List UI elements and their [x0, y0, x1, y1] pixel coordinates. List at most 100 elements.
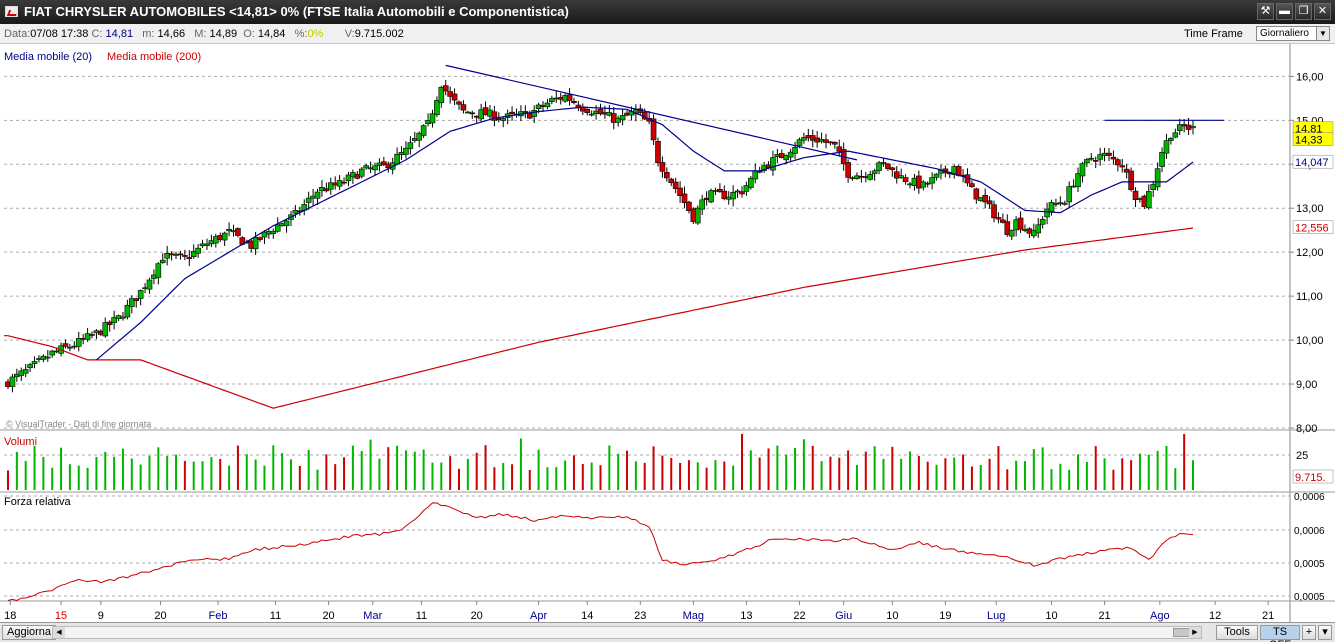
candle-body: [226, 228, 232, 232]
scroll-right-icon[interactable]: ▶: [1189, 627, 1201, 638]
volume-value: 9.715.002: [354, 28, 404, 40]
close-button[interactable]: ✕: [1314, 3, 1331, 20]
candle-body: [363, 165, 369, 169]
rs-tick-label: 0,0005: [1294, 559, 1325, 570]
candle-body: [721, 190, 728, 200]
x-tick-label: Mag: [683, 610, 704, 622]
candle-body: [451, 93, 458, 101]
x-tick-label: Mar: [363, 610, 382, 622]
candle-body: [902, 177, 909, 182]
candle-body: [460, 104, 467, 111]
candle-body: [345, 174, 352, 182]
x-tick-label: 15: [55, 610, 67, 622]
candle-body: [1168, 138, 1174, 141]
candle-body: [129, 298, 135, 307]
rs-tick-label: 0,0006: [1294, 526, 1325, 537]
watermark: © VisualTrader - Dati di fine giornata: [6, 419, 151, 429]
ts-toggle-button[interactable]: TS OFF: [1260, 625, 1300, 642]
candle-body: [1128, 170, 1134, 190]
candle-body: [650, 118, 657, 141]
last-low-label: 14,33: [1295, 135, 1323, 147]
candle-body: [694, 207, 701, 224]
scroll-left-icon[interactable]: ◀: [53, 627, 65, 638]
candle-body: [845, 162, 851, 178]
candle-body: [137, 290, 144, 299]
candle-body: [566, 94, 573, 101]
candle-body: [734, 190, 741, 193]
chart-area[interactable]: 16,0015,0014,0013,0012,0011,0010,009,008…: [0, 44, 1335, 622]
candle-body: [1145, 191, 1152, 209]
x-tick-label: 22: [793, 610, 805, 622]
maximize-button[interactable]: ❐: [1295, 3, 1312, 20]
candle-body: [681, 193, 688, 204]
x-tick-label: 12: [1209, 610, 1221, 622]
menu-chevron-icon[interactable]: ▾: [1318, 625, 1332, 640]
candle-body: [394, 153, 400, 165]
candle-body: [186, 257, 193, 259]
min-value: 14,66: [157, 28, 186, 40]
candle-body: [420, 125, 427, 136]
candle-body: [920, 181, 927, 188]
candle-body: [1048, 202, 1055, 212]
candle-body: [146, 279, 153, 290]
min-label: m:: [142, 28, 155, 40]
pct-value: 0%: [307, 28, 324, 40]
candle-body: [743, 185, 750, 192]
candle-body: [1115, 159, 1121, 166]
price-chart[interactable]: 16,0015,0014,0013,0012,0011,0010,009,008…: [0, 44, 1335, 622]
candle-body: [221, 232, 228, 241]
candle-body: [1119, 165, 1126, 168]
candle-body: [49, 350, 56, 356]
candle-body: [274, 224, 281, 232]
tools-button[interactable]: Tools: [1216, 625, 1258, 640]
refresh-button[interactable]: Aggiorna: [2, 625, 57, 640]
candle-body: [75, 338, 82, 347]
x-tick-label: 18: [4, 610, 16, 622]
candle-body: [27, 364, 33, 369]
candle-body: [257, 237, 263, 240]
candle-body: [106, 321, 113, 325]
candle-body: [801, 137, 807, 141]
candle-body: [416, 132, 423, 141]
timeframe-select[interactable]: Giornaliero ▼: [1256, 26, 1330, 41]
candle-body: [867, 174, 874, 180]
x-tick-label: 20: [471, 610, 483, 622]
candle-body: [1004, 221, 1011, 235]
minimize-button[interactable]: ▬: [1276, 3, 1293, 20]
candle-body: [44, 356, 51, 359]
candle-body: [120, 316, 126, 319]
volume-last-label-bg: [1292, 469, 1334, 484]
title-bar: FIAT CHRYSLER AUTOMOBILES <14,81> 0% (FT…: [0, 0, 1335, 24]
candle-body: [1079, 163, 1086, 177]
candle-body: [672, 181, 679, 189]
tools-icon[interactable]: ⚒: [1257, 3, 1274, 20]
candle-body: [111, 317, 117, 323]
candle-body: [655, 141, 661, 164]
legend-ma200: Media mobile (200): [107, 51, 201, 63]
candle-body: [1159, 152, 1165, 167]
plus-button[interactable]: +: [1302, 625, 1316, 640]
candle-body: [787, 151, 794, 158]
candle-body: [67, 346, 73, 349]
legend-ma20: Media mobile (20): [4, 51, 92, 63]
candle-body: [836, 146, 843, 152]
price-tick-label: 13,00: [1296, 203, 1324, 215]
candle-body: [717, 188, 723, 193]
candle-body: [748, 177, 754, 188]
chevron-down-icon[interactable]: ▼: [1316, 27, 1329, 40]
candle-body: [761, 165, 767, 171]
ma200-value-label: 12,556: [1295, 223, 1329, 235]
candle-body: [31, 361, 38, 364]
candle-body: [102, 322, 109, 337]
candle-body: [177, 253, 184, 256]
timeframe-value: Giornaliero: [1260, 28, 1309, 39]
candle-body: [531, 110, 537, 117]
candle-body: [1035, 224, 1042, 234]
candle-body: [544, 102, 551, 108]
horizontal-scrollbar[interactable]: ◀ ▶: [52, 626, 1202, 639]
candle-body: [832, 142, 838, 145]
candle-body: [1154, 168, 1161, 188]
candle-body: [730, 192, 736, 200]
candle-body: [438, 86, 445, 104]
price-tick-label: 10,00: [1296, 335, 1324, 347]
